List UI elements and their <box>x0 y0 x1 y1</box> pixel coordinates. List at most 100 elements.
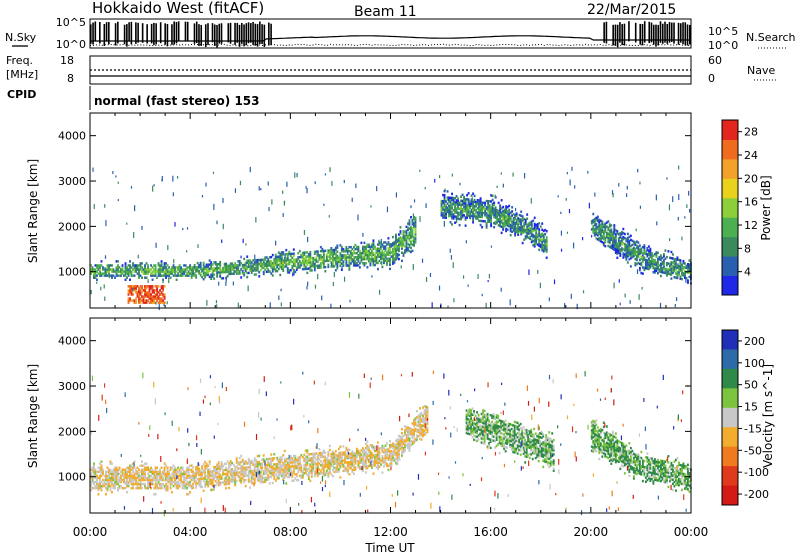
velocity-cell <box>192 484 195 488</box>
power-cell <box>649 251 652 255</box>
velocity-cell <box>372 445 375 449</box>
velocity-cell <box>339 457 342 461</box>
power-cell <box>485 208 488 211</box>
power-cell <box>405 225 408 229</box>
noise-sky-trace <box>90 21 691 48</box>
velocity-cell <box>229 462 232 465</box>
velocity-cell <box>410 444 412 447</box>
power-cell <box>643 246 646 249</box>
velocity-cell <box>234 473 237 477</box>
power-cell <box>421 258 424 263</box>
noise-bar <box>616 24 619 48</box>
velocity-cell <box>256 469 259 472</box>
velocity-cell <box>238 456 241 460</box>
power-cell <box>464 199 467 203</box>
power-cell <box>135 266 137 269</box>
power-cell <box>666 177 668 180</box>
power-cell <box>129 266 131 269</box>
power-cell <box>673 259 676 263</box>
power-cell <box>96 270 98 273</box>
velocity-cell <box>165 476 168 480</box>
velocity-cell <box>123 486 125 490</box>
power-cell <box>641 272 644 275</box>
velocity-cell <box>141 470 143 474</box>
velocity-cell <box>217 479 220 483</box>
power-cell <box>461 199 464 203</box>
power-cell <box>238 262 241 265</box>
power-cell <box>402 231 405 235</box>
power-cell <box>160 297 163 300</box>
power-cell <box>481 207 484 211</box>
power-cell <box>138 289 140 292</box>
velocity-cell <box>277 474 280 478</box>
power-cell <box>144 287 146 290</box>
velocity-cell <box>264 476 267 479</box>
power-cell <box>631 253 634 257</box>
power-cell <box>497 213 500 217</box>
velocity-cell <box>159 484 162 488</box>
velocity-cell <box>123 468 125 471</box>
power-cell <box>277 263 280 267</box>
power-cell <box>601 222 604 226</box>
power-cell <box>370 251 373 255</box>
velocity-cell <box>243 470 246 474</box>
power-cell <box>133 274 136 277</box>
power-cell <box>229 268 232 272</box>
power-cell <box>593 228 596 231</box>
velocity-cell <box>309 479 312 482</box>
power-cell <box>208 269 211 272</box>
velocity-cell <box>253 465 256 468</box>
power-cell <box>214 267 217 270</box>
power-cell <box>533 222 536 226</box>
power-cell <box>671 253 674 256</box>
beam-label: Beam 11 <box>354 4 417 20</box>
power-cell <box>541 222 544 225</box>
power-cell <box>622 256 625 259</box>
velocity-cell <box>319 470 322 473</box>
velocity-cell <box>114 484 116 488</box>
power-cell <box>351 254 354 257</box>
power-cell <box>347 250 349 255</box>
power-cell <box>649 253 652 257</box>
velocity-cell <box>108 476 110 480</box>
power-cell <box>637 168 639 173</box>
velocity-cell <box>267 470 270 473</box>
velocity-cell <box>348 448 351 452</box>
velocity-cell <box>133 466 136 469</box>
power-cell <box>613 232 616 235</box>
velocity-cell <box>130 466 133 469</box>
velocity-cell <box>147 472 149 476</box>
power-cell <box>172 266 175 269</box>
power-cell <box>414 235 417 238</box>
power-cell <box>407 234 409 238</box>
power-cell <box>378 249 381 252</box>
velocity-cell <box>106 482 109 486</box>
power-cell <box>247 259 250 262</box>
power-cell <box>611 241 614 244</box>
power-cell <box>517 219 520 222</box>
noise-bar <box>650 22 653 43</box>
power-cell <box>171 268 174 271</box>
velocity-cell <box>303 459 306 463</box>
power-cell <box>352 249 355 253</box>
power-cell <box>115 274 118 277</box>
power-cell <box>147 270 149 273</box>
power-cell <box>229 266 232 269</box>
power-cell <box>240 276 243 279</box>
velocity-cell <box>157 480 160 484</box>
power-cell <box>637 253 640 257</box>
velocity-cell <box>315 472 318 476</box>
power-cell <box>464 218 467 221</box>
power-cell <box>387 257 390 260</box>
velocity-cell <box>413 420 415 424</box>
velocity-cell <box>184 472 187 476</box>
power-cell <box>622 252 625 255</box>
velocity-cell <box>376 453 379 456</box>
velocity-cell <box>327 459 330 462</box>
velocity-cell <box>286 457 289 461</box>
power-cell <box>372 243 375 246</box>
velocity-cell <box>295 460 298 464</box>
power-cell <box>464 197 467 201</box>
power-cell <box>517 233 520 236</box>
power-cell <box>375 257 378 261</box>
